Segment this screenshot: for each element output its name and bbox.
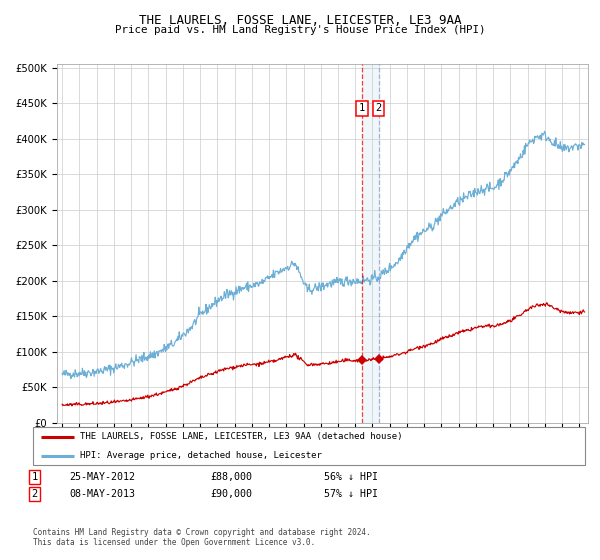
Text: THE LAURELS, FOSSE LANE, LEICESTER, LE3 9AA: THE LAURELS, FOSSE LANE, LEICESTER, LE3 …: [139, 14, 461, 27]
Text: 56% ↓ HPI: 56% ↓ HPI: [324, 472, 378, 482]
Text: HPI: Average price, detached house, Leicester: HPI: Average price, detached house, Leic…: [80, 451, 322, 460]
Text: £88,000: £88,000: [210, 472, 252, 482]
Text: 08-MAY-2013: 08-MAY-2013: [69, 489, 135, 499]
Text: 25-MAY-2012: 25-MAY-2012: [69, 472, 135, 482]
FancyBboxPatch shape: [33, 427, 585, 465]
Text: THE LAURELS, FOSSE LANE, LEICESTER, LE3 9AA (detached house): THE LAURELS, FOSSE LANE, LEICESTER, LE3 …: [80, 432, 403, 441]
Text: Price paid vs. HM Land Registry's House Price Index (HPI): Price paid vs. HM Land Registry's House …: [115, 25, 485, 35]
Text: £90,000: £90,000: [210, 489, 252, 499]
Text: 2: 2: [376, 104, 382, 114]
Bar: [362, 64, 379, 423]
Text: 1: 1: [359, 104, 365, 114]
Text: 2: 2: [32, 489, 38, 499]
Text: 57% ↓ HPI: 57% ↓ HPI: [324, 489, 378, 499]
Text: 1: 1: [32, 472, 38, 482]
Text: Contains HM Land Registry data © Crown copyright and database right 2024.
This d: Contains HM Land Registry data © Crown c…: [33, 528, 371, 547]
